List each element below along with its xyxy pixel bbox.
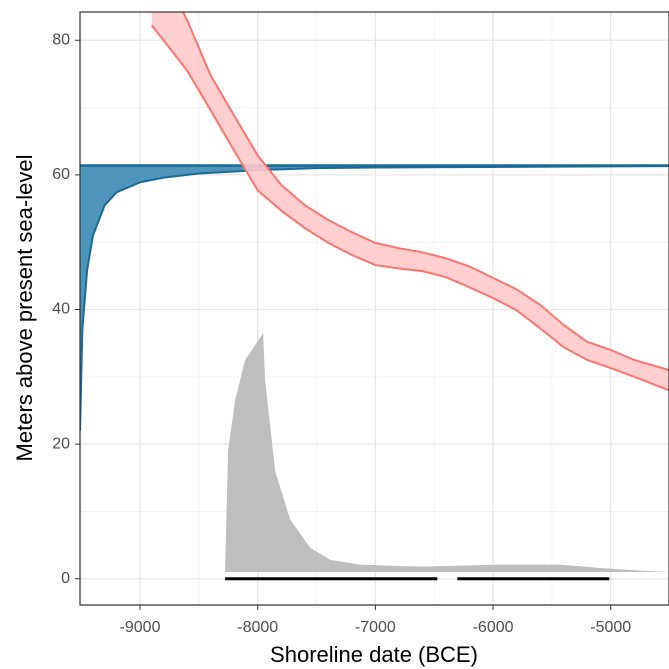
- ribbon-lower: [151, 24, 669, 392]
- x-tick-label: -6000: [473, 619, 514, 636]
- y-tick-label: 40: [52, 301, 70, 318]
- y-tick-label: 80: [52, 31, 70, 48]
- axes: -9000 -8000 -7000 -6000 -5000 0 20 40 60 80: [52, 31, 631, 636]
- x-tick-label: -9000: [120, 619, 161, 636]
- date-density: [225, 333, 669, 573]
- x-tick-label: -8000: [237, 619, 278, 636]
- shoreline-curve: [80, 165, 669, 431]
- plot-area: [80, 12, 669, 581]
- y-tick-label: 0: [61, 570, 70, 587]
- y-tick-label: 60: [52, 166, 70, 183]
- x-tick-label: -7000: [355, 619, 396, 636]
- x-axis-title: Shoreline date (BCE): [270, 642, 478, 667]
- y-axis-title: Meters above present sea-level: [12, 155, 37, 462]
- panel-border: [79, 11, 669, 606]
- y-tick-label: 20: [52, 435, 70, 452]
- ribbon-upper: [181, 12, 669, 372]
- x-tick-label: -5000: [590, 619, 631, 636]
